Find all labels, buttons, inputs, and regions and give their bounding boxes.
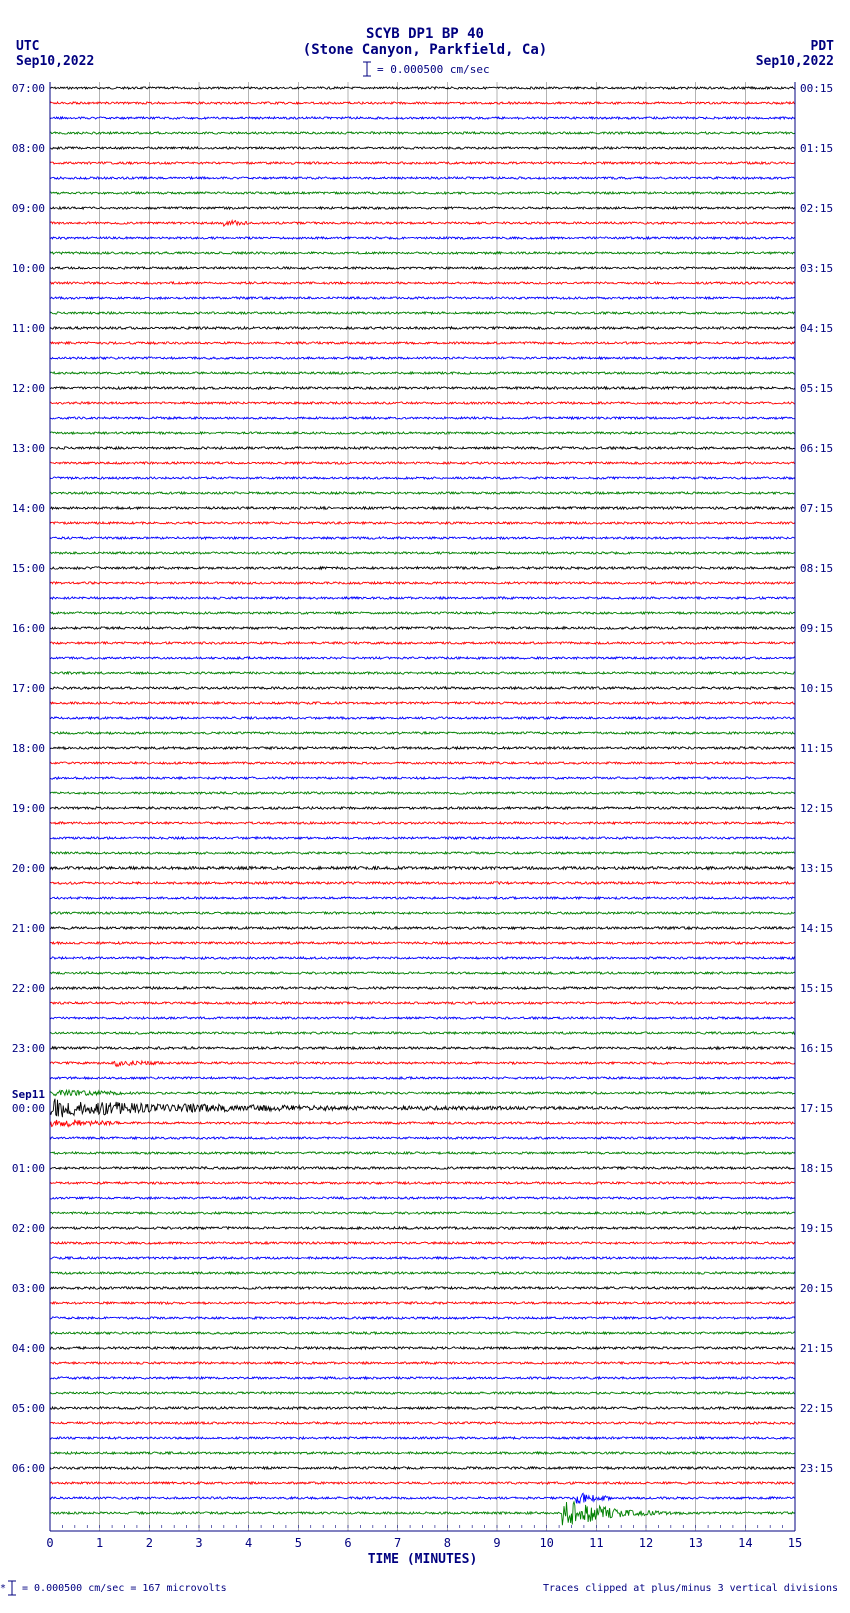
- x-tick-label: 1: [96, 1536, 103, 1550]
- utc-time-label: 09:00: [12, 202, 45, 215]
- left-tz: UTC: [16, 39, 39, 54]
- pdt-time-label: 10:15: [800, 682, 833, 695]
- pdt-time-label: 14:15: [800, 922, 833, 935]
- pdt-time-label: 13:15: [800, 862, 833, 875]
- left-date: Sep10,2022: [16, 54, 94, 69]
- utc-time-label: 10:00: [12, 262, 45, 275]
- pdt-time-label: 21:15: [800, 1342, 833, 1355]
- x-tick-label: 5: [295, 1536, 302, 1550]
- utc-time-label: 20:00: [12, 862, 45, 875]
- x-tick-label: 9: [493, 1536, 500, 1550]
- utc-time-label: 03:00: [12, 1282, 45, 1295]
- utc-time-label: 15:00: [12, 562, 45, 575]
- scale-text: = 0.000500 cm/sec: [377, 63, 490, 76]
- utc-time-label: 00:00: [12, 1102, 45, 1115]
- utc-time-label: 08:00: [12, 142, 45, 155]
- pdt-time-label: 17:15: [800, 1102, 833, 1115]
- utc-time-label: 22:00: [12, 982, 45, 995]
- pdt-time-label: 04:15: [800, 322, 833, 335]
- utc-time-label: 12:00: [12, 382, 45, 395]
- x-tick-label: 14: [738, 1536, 752, 1550]
- pdt-time-label: 12:15: [800, 802, 833, 815]
- x-tick-label: 12: [639, 1536, 653, 1550]
- x-tick-label: 3: [195, 1536, 202, 1550]
- utc-time-label: 21:00: [12, 922, 45, 935]
- utc-time-label: 07:00: [12, 82, 45, 95]
- x-tick-label: 0: [46, 1536, 53, 1550]
- pdt-time-label: 11:15: [800, 742, 833, 755]
- pdt-time-label: 08:15: [800, 562, 833, 575]
- right-date: Sep10,2022: [756, 54, 834, 69]
- pdt-time-label: 18:15: [800, 1162, 833, 1175]
- pdt-time-label: 07:15: [800, 502, 833, 515]
- pdt-time-label: 03:15: [800, 262, 833, 275]
- footer-asterisk: *: [0, 1583, 6, 1594]
- utc-time-label: 23:00: [12, 1042, 45, 1055]
- utc-time-label: 05:00: [12, 1402, 45, 1415]
- pdt-time-label: 19:15: [800, 1222, 833, 1235]
- x-tick-label: 13: [688, 1536, 702, 1550]
- x-tick-label: 8: [444, 1536, 451, 1550]
- pdt-time-label: 02:15: [800, 202, 833, 215]
- utc-time-label: 04:00: [12, 1342, 45, 1355]
- x-tick-label: 6: [344, 1536, 351, 1550]
- seismogram-plot: SCYB DP1 BP 40(Stone Canyon, Parkfield, …: [0, 0, 850, 1613]
- x-tick-label: 15: [788, 1536, 802, 1550]
- utc-time-label: 06:00: [12, 1462, 45, 1475]
- utc-time-label: 16:00: [12, 622, 45, 635]
- utc-time-label: 13:00: [12, 442, 45, 455]
- pdt-time-label: 23:15: [800, 1462, 833, 1475]
- x-axis-label: TIME (MINUTES): [368, 1552, 478, 1567]
- x-tick-label: 11: [589, 1536, 603, 1550]
- pdt-time-label: 20:15: [800, 1282, 833, 1295]
- pdt-time-label: 01:15: [800, 142, 833, 155]
- x-tick-label: 2: [146, 1536, 153, 1550]
- footer-clip-note: Traces clipped at plus/minus 3 vertical …: [543, 1583, 838, 1594]
- pdt-time-label: 15:15: [800, 982, 833, 995]
- utc-time-label: 01:00: [12, 1162, 45, 1175]
- footer-scale: = 0.000500 cm/sec = 167 microvolts: [22, 1583, 227, 1594]
- pdt-time-label: 22:15: [800, 1402, 833, 1415]
- x-tick-label: 10: [539, 1536, 553, 1550]
- utc-time-label: 11:00: [12, 322, 45, 335]
- title-line1: SCYB DP1 BP 40: [366, 26, 484, 42]
- utc-time-label: 02:00: [12, 1222, 45, 1235]
- utc-time-label: 18:00: [12, 742, 45, 755]
- utc-time-label: 17:00: [12, 682, 45, 695]
- title-line2: (Stone Canyon, Parkfield, Ca): [303, 42, 547, 58]
- x-tick-label: 7: [394, 1536, 401, 1550]
- pdt-time-label: 00:15: [800, 82, 833, 95]
- x-tick-label: 4: [245, 1536, 252, 1550]
- utc-time-label: 14:00: [12, 502, 45, 515]
- pdt-time-label: 09:15: [800, 622, 833, 635]
- right-tz: PDT: [811, 39, 835, 54]
- pdt-time-label: 05:15: [800, 382, 833, 395]
- utc-time-label: 19:00: [12, 802, 45, 815]
- pdt-time-label: 16:15: [800, 1042, 833, 1055]
- date-break-label: Sep11: [12, 1088, 45, 1101]
- pdt-time-label: 06:15: [800, 442, 833, 455]
